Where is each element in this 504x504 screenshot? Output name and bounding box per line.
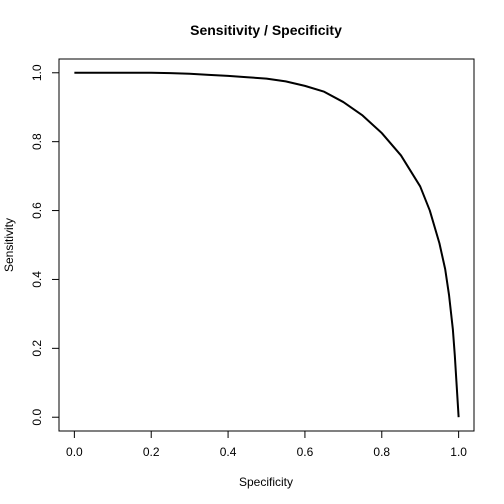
y-tick-label: 0.2 <box>30 340 44 357</box>
x-axis-label: Specificity <box>239 475 293 489</box>
chart-title: Sensitivity / Specificity <box>190 22 342 38</box>
x-axis: 0.0 0.2 0.4 0.6 0.8 1.0 <box>66 430 467 459</box>
y-axis-label: Sensitivity <box>2 218 16 272</box>
y-tick-label: 0.6 <box>30 202 44 219</box>
y-tick-label: 0.8 <box>30 133 44 150</box>
series-layer <box>74 71 460 418</box>
x-tick-label: 1.0 <box>450 445 467 459</box>
x-tick-label: 0.6 <box>297 445 314 459</box>
y-tick-label: 0.0 <box>30 409 44 426</box>
y-tick-label: 0.4 <box>30 271 44 288</box>
x-tick-label: 0.2 <box>143 445 160 459</box>
series-line <box>74 71 460 418</box>
y-tick-label: 1.0 <box>30 64 44 81</box>
y-axis: 0.0 0.2 0.4 0.6 0.8 1.0 <box>30 64 60 426</box>
x-tick-label: 0.0 <box>66 445 83 459</box>
x-tick-label: 0.8 <box>373 445 390 459</box>
x-tick-label: 0.4 <box>220 445 237 459</box>
